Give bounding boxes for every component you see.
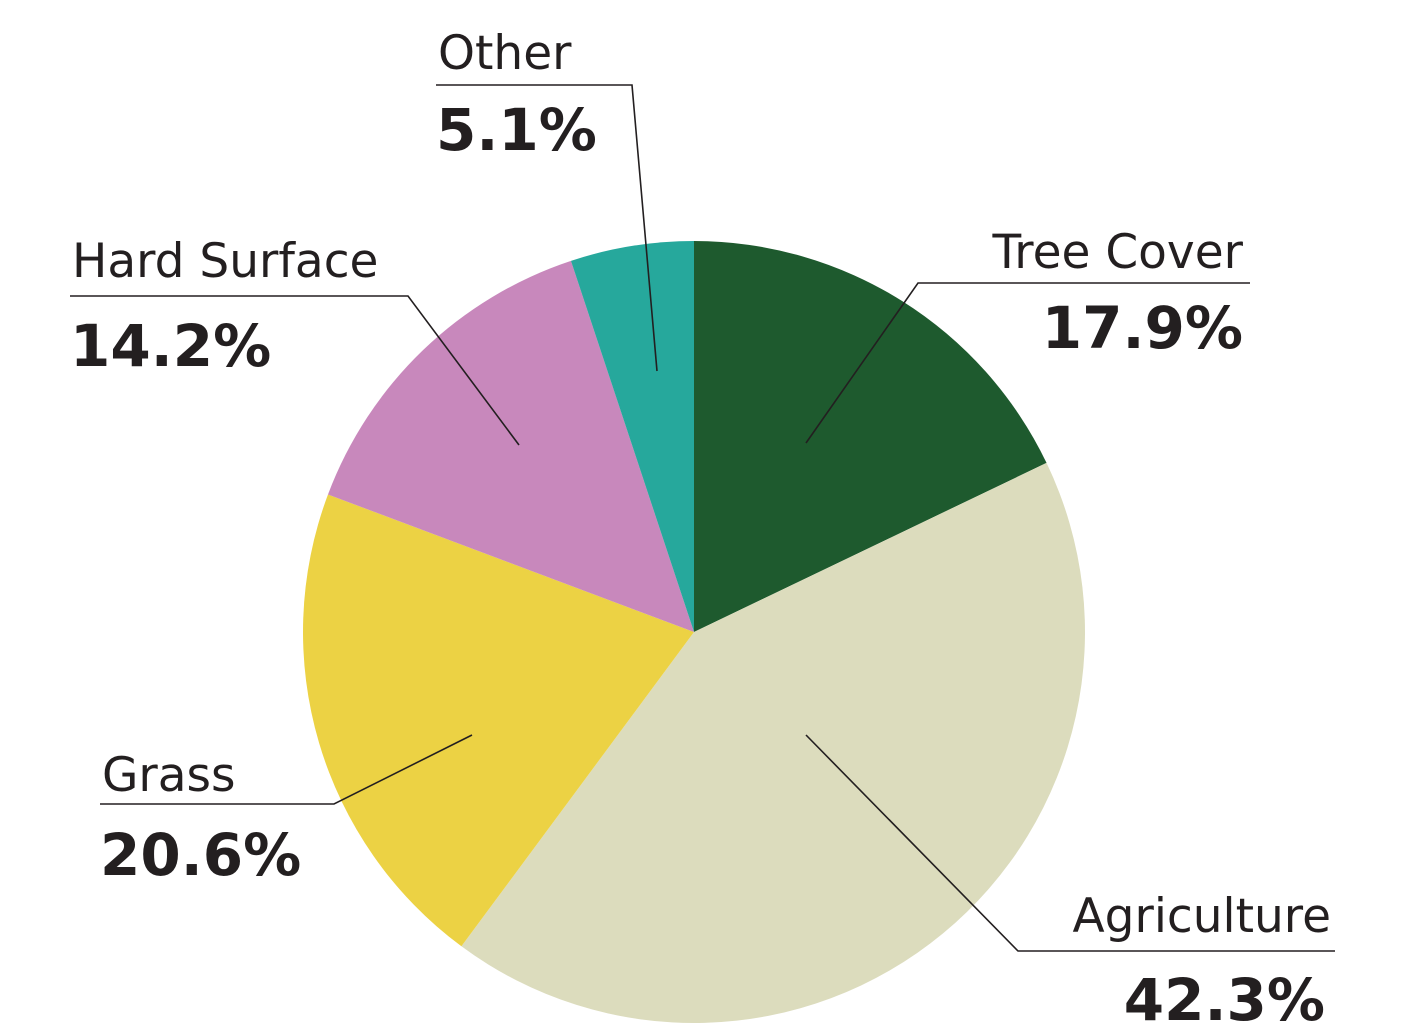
pie-slice-other (570, 241, 694, 632)
slice-label-tree-cover: Tree Cover (992, 225, 1244, 280)
slice-labels: Tree Cover 17.9% Agriculture 42.3% Grass 20.6… (70, 26, 1331, 1033)
pie-slice-hard-surface (327, 260, 694, 632)
pie-slices (303, 241, 1085, 1023)
pie-slice-agriculture (461, 462, 1085, 1023)
slice-label-other: Other (438, 26, 572, 81)
slice-value-grass: 20.6% (100, 821, 301, 889)
slice-label-grass: Grass (102, 748, 236, 803)
leader-line-tree-cover (805, 282, 1250, 444)
pie-slice-tree-cover (694, 241, 1047, 632)
slice-label-agriculture: Agriculture (1073, 889, 1331, 944)
leader-line-grass (100, 734, 473, 805)
slice-value-agriculture: 42.3% (1124, 966, 1325, 1033)
slice-value-hard-surface: 14.2% (70, 312, 271, 380)
pie-slice-grass (303, 494, 694, 947)
slice-value-other: 5.1% (436, 96, 597, 164)
leader-line-other (436, 84, 658, 372)
leader-lines (70, 84, 1335, 952)
leader-line-hard-surface (70, 295, 520, 446)
slice-label-hard-surface: Hard Surface (72, 234, 378, 289)
slice-value-tree-cover: 17.9% (1042, 294, 1243, 362)
leader-line-agriculture (805, 734, 1335, 952)
